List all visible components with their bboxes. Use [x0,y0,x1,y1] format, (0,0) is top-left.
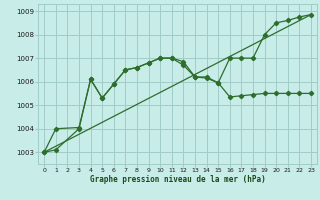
X-axis label: Graphe pression niveau de la mer (hPa): Graphe pression niveau de la mer (hPa) [90,175,266,184]
